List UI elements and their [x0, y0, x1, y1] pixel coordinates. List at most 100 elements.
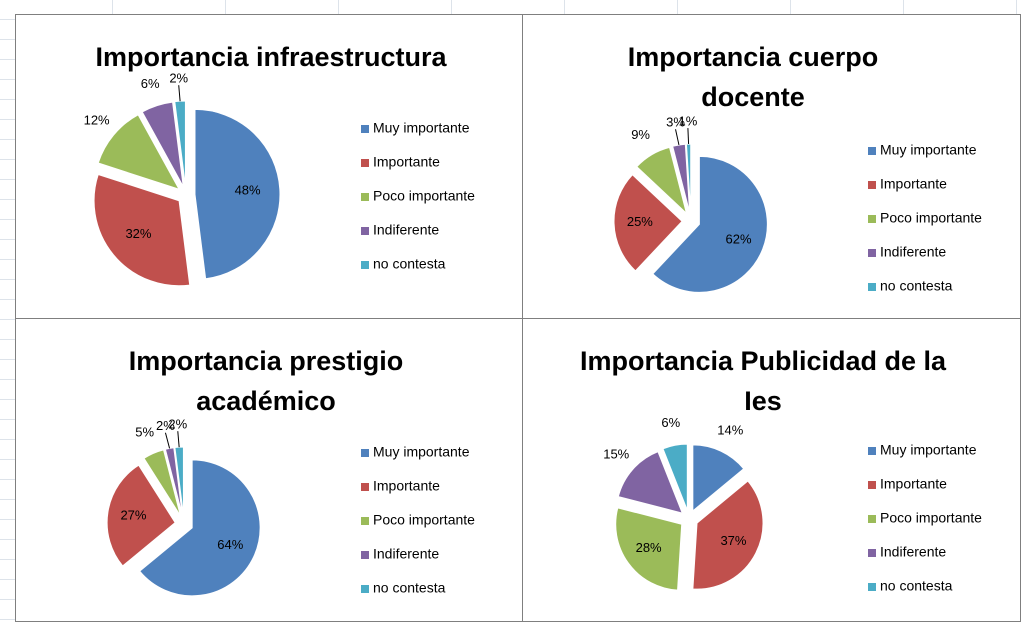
leader-line	[675, 129, 680, 146]
data-label: 27%	[120, 507, 146, 522]
pie-slice	[636, 146, 688, 215]
legend-label: Muy importante	[373, 120, 470, 136]
data-label: 6%	[661, 415, 680, 430]
legend-label: Poco importante	[373, 512, 475, 528]
leader-line	[164, 432, 171, 449]
leader-line	[177, 431, 180, 448]
pie-slice	[692, 480, 764, 590]
legend-label: Importante	[373, 478, 440, 494]
pie-slice	[692, 444, 745, 512]
legend-swatch	[361, 125, 369, 133]
legend-swatch	[868, 215, 876, 223]
chart-title: Importancia Publicidad de la Ies	[579, 346, 947, 416]
legend-swatch	[361, 449, 369, 457]
leader-line	[178, 85, 181, 102]
pie-slice	[164, 447, 183, 516]
pie-slice	[97, 114, 181, 191]
legend-label: Poco importante	[880, 210, 982, 226]
legend-swatch	[868, 147, 876, 155]
data-label: 25%	[627, 214, 653, 229]
data-label: 12%	[84, 112, 110, 127]
legend-swatch	[361, 193, 369, 201]
legend-swatch	[361, 551, 369, 559]
plot: 14% 37% 28% 15% 6% Muy importante Importante Po…	[603, 415, 982, 594]
legend-label: Indiferente	[373, 222, 439, 238]
legend-label: Muy importante	[373, 444, 470, 460]
pie-slice	[93, 173, 191, 287]
leader-line	[687, 128, 690, 145]
chart: 64% 27% 5% 2% 2% Muy importante Importante Poco…	[15, 318, 523, 622]
pie-slice	[662, 443, 688, 511]
data-label: 9%	[631, 127, 650, 142]
pie-slice	[174, 100, 186, 187]
legend-swatch	[361, 227, 369, 235]
legend-label: Importante	[373, 154, 440, 170]
chart-title: Importancia infraestructura	[95, 42, 447, 72]
legend-label: Indiferente	[880, 544, 946, 560]
legend-swatch	[868, 583, 876, 591]
legend-label: Poco importante	[373, 188, 475, 204]
legend-swatch	[361, 483, 369, 491]
pie-slice	[617, 451, 684, 514]
pie-slice	[143, 449, 181, 517]
pie-slice	[141, 101, 184, 187]
legend-swatch	[868, 447, 876, 455]
chart: 14% 37% 28% 15% 6% Muy importante Importante Po…	[522, 318, 1021, 622]
data-label: 48%	[235, 183, 261, 198]
legend-swatch	[361, 159, 369, 167]
legend-label: Muy importante	[880, 142, 977, 158]
data-label: 15%	[603, 446, 629, 461]
legend-swatch	[868, 481, 876, 489]
pie-slice	[652, 155, 768, 293]
data-label: 5%	[135, 425, 154, 440]
legend: Muy importante Importante Poco importante I…	[868, 142, 982, 294]
chart: 62% 25% 9% 3% 1% Muy importante Importante Poco…	[522, 14, 1021, 319]
plot: 62% 25% 9% 3%1% Muy importante Importante Poco…	[613, 113, 982, 294]
legend-label: Indiferente	[880, 244, 946, 260]
legend-swatch	[868, 181, 876, 189]
data-label: 62%	[726, 231, 752, 246]
data-label: 2%	[169, 71, 188, 86]
data-label: 1%	[678, 113, 697, 128]
legend-swatch	[868, 283, 876, 291]
plot: 48% 32% 12% 6% 2% Muy importante Importante Poc…	[84, 71, 475, 287]
data-label: 32%	[125, 226, 151, 241]
legend-label: Poco importante	[880, 510, 982, 526]
legend: Muy importante Importante Poco importante I…	[868, 442, 982, 594]
legend-label: Muy importante	[880, 442, 977, 458]
legend-label: no contesta	[373, 256, 446, 272]
data-label: 2%	[168, 417, 187, 432]
legend-swatch	[361, 585, 369, 593]
legend-label: Importante	[880, 476, 947, 492]
pie-slice	[106, 464, 176, 567]
pie-slice	[613, 174, 683, 272]
data-label: 64%	[217, 537, 243, 552]
legend-label: no contesta	[373, 580, 446, 596]
data-label: 14%	[717, 423, 743, 438]
chart: 48% 32% 12% 6% 2% Muy importante Importante Poc…	[15, 14, 523, 319]
legend-swatch	[361, 517, 369, 525]
data-label: 6%	[141, 76, 160, 91]
legend-swatch	[868, 249, 876, 257]
data-label: 2%	[156, 418, 175, 433]
legend-label: Importante	[880, 176, 947, 192]
legend-swatch	[361, 261, 369, 269]
legend-label: no contesta	[880, 578, 953, 594]
legend-swatch	[868, 515, 876, 523]
chart-title: Importancia cuerpo docente	[627, 42, 879, 112]
data-label: 37%	[720, 533, 746, 548]
pie-slice	[139, 459, 261, 597]
data-label: 3%	[666, 115, 685, 130]
chart-title: Importancia prestigio académico	[128, 346, 404, 416]
pie-slice	[194, 108, 281, 280]
legend-label: Indiferente	[373, 546, 439, 562]
legend: Muy importante Importante Poco importante I…	[361, 120, 475, 272]
pie-slice	[174, 446, 184, 516]
legend: Muy importante Importante Poco importante I…	[361, 444, 475, 596]
plot: 64%27%5% 2%2%Muy importanteImportantePoco…	[106, 417, 475, 597]
legend-label: no contesta	[880, 278, 953, 294]
data-label: 28%	[636, 540, 662, 555]
pie-slice	[615, 507, 683, 591]
legend-swatch	[868, 549, 876, 557]
